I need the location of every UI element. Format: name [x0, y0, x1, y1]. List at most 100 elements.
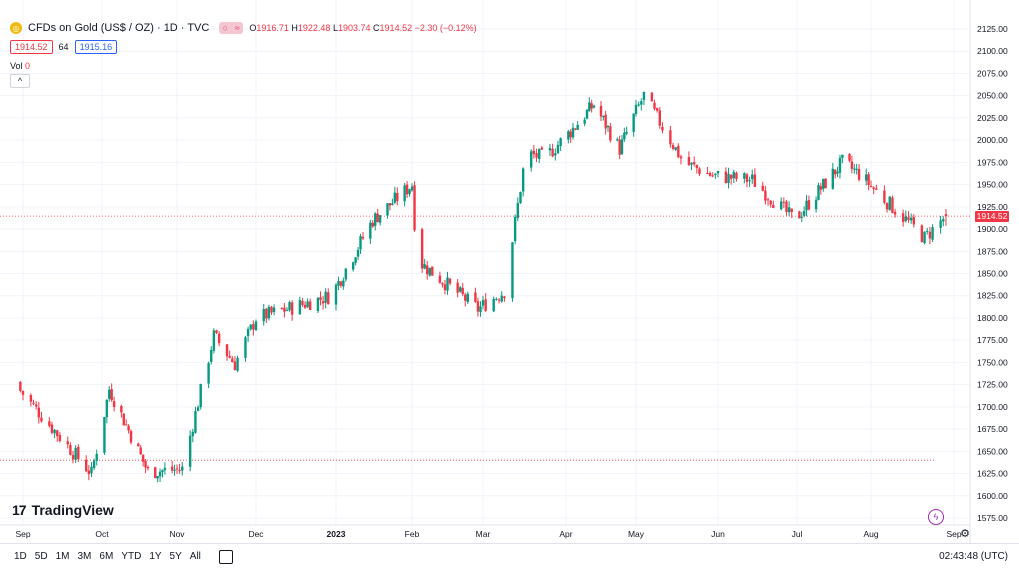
- candle-body: [625, 131, 628, 134]
- x-tick-label: Sep: [946, 529, 961, 539]
- candle-body: [288, 302, 291, 311]
- candle-body: [458, 287, 462, 292]
- y-tick-label: 1825.00: [977, 291, 1008, 301]
- y-tick-label: 2100.00: [977, 46, 1008, 56]
- candle-body: [569, 131, 572, 138]
- range-button-5d[interactable]: 5D: [34, 551, 48, 562]
- candle-body: [438, 275, 442, 283]
- candle-body: [163, 467, 167, 471]
- y-tick-label: 1800.00: [977, 313, 1008, 323]
- candle-body: [764, 190, 767, 201]
- candle-body: [875, 188, 878, 190]
- candle-body: [154, 467, 157, 478]
- logo-text: TradingView: [31, 502, 114, 518]
- candle-body: [904, 216, 908, 222]
- range-button-1m[interactable]: 1M: [55, 551, 70, 562]
- candle-body: [885, 203, 889, 210]
- candle-body: [461, 287, 464, 295]
- candle-body: [108, 389, 111, 399]
- symbol-title[interactable]: CFDs on Gold (US$ / OZ) · 1D · TVC: [28, 22, 210, 34]
- y-tick-label: 1625.00: [977, 469, 1008, 479]
- candle-body: [236, 357, 239, 371]
- candle-body: [212, 330, 216, 351]
- tradingview-logo[interactable]: 17 TradingView: [12, 502, 114, 518]
- candle-body: [869, 185, 873, 187]
- x-tick-label: May: [628, 529, 645, 539]
- candle-body: [907, 217, 910, 220]
- indicator-icon: ≈: [234, 23, 240, 33]
- candle-body: [780, 201, 783, 210]
- candle-body: [867, 174, 870, 186]
- gear-icon[interactable]: ⚙: [960, 528, 970, 540]
- candle-body: [103, 416, 106, 453]
- candle-body: [698, 168, 701, 175]
- candle-body: [112, 401, 116, 408]
- candle-body: [708, 172, 712, 176]
- collapse-legend-button[interactable]: ^: [10, 74, 30, 88]
- candle-body: [857, 168, 861, 180]
- y-tick-label: 1700.00: [977, 402, 1008, 412]
- gold-coin-icon: ◎: [10, 22, 22, 34]
- range-button-1d[interactable]: 1D: [14, 551, 27, 562]
- y-tick-label: 1900.00: [977, 224, 1008, 234]
- candle-body: [129, 430, 133, 443]
- candle-body: [354, 257, 357, 263]
- y-tick-label: 1875.00: [977, 246, 1008, 256]
- x-tick-label: Apr: [559, 529, 572, 539]
- candle-body: [124, 424, 128, 426]
- range-button-all[interactable]: All: [189, 551, 201, 562]
- candle-body: [95, 453, 98, 461]
- x-tick-label: Sep: [15, 529, 30, 539]
- range-button-1y[interactable]: 1Y: [149, 551, 162, 562]
- candle-body: [339, 281, 343, 286]
- volume-legend: Vol 0: [10, 61, 31, 71]
- candle-body: [805, 200, 808, 211]
- candle-body: [748, 180, 751, 182]
- candle-body: [369, 222, 372, 239]
- bid-ask-row: 1914.52 64 1915.16: [10, 40, 118, 54]
- candle-body: [144, 461, 147, 468]
- candle-body: [855, 168, 858, 170]
- candle-body: [410, 186, 414, 191]
- candle-body: [623, 132, 626, 140]
- flash-icon[interactable]: ϟ: [928, 509, 944, 525]
- range-buttons: 1D 5D 1M 3M 6M YTD 1Y 5Y All: [0, 551, 205, 562]
- x-tick-label: Aug: [863, 529, 878, 539]
- candle-body: [769, 200, 772, 205]
- candle-body: [653, 102, 656, 109]
- candle-body: [376, 213, 379, 223]
- candle-body: [303, 304, 307, 308]
- candle-body: [800, 216, 803, 218]
- indicators-toggle-button[interactable]: ○ ≈: [219, 22, 244, 34]
- bid-price[interactable]: 1914.52: [10, 40, 53, 54]
- spread: 64: [58, 42, 69, 52]
- utc-clock[interactable]: 02:43:48 (UTC): [939, 551, 1008, 562]
- bottom-toolbar: 1D 5D 1M 3M 6M YTD 1Y 5Y All 02:43:48 (UTC): [0, 543, 1019, 569]
- x-tick-label: Dec: [248, 529, 264, 539]
- candle-body: [761, 185, 764, 191]
- candle-body: [233, 361, 237, 371]
- candle-body: [481, 300, 485, 306]
- candle-body: [196, 407, 200, 411]
- range-button-ytd[interactable]: YTD: [121, 551, 142, 562]
- candle-body: [225, 344, 229, 357]
- range-button-3m[interactable]: 3M: [77, 551, 92, 562]
- candle-body: [497, 299, 501, 301]
- candle-body: [178, 469, 181, 471]
- candle-body: [181, 466, 184, 471]
- candle-body: [448, 278, 452, 284]
- candle-body: [669, 130, 672, 145]
- range-button-6m[interactable]: 6M: [99, 551, 114, 562]
- legend: ◎ CFDs on Gold (US$ / OZ) · 1D · TVC ○ ≈…: [10, 22, 477, 34]
- candle-body: [403, 185, 406, 202]
- candle-body: [711, 175, 714, 177]
- range-button-5y[interactable]: 5Y: [169, 551, 182, 562]
- calendar-range-icon[interactable]: [218, 549, 233, 564]
- candle-body: [632, 113, 635, 132]
- candle-body: [170, 466, 174, 471]
- candle-body: [729, 174, 733, 179]
- candle-body: [787, 207, 791, 213]
- candle-body: [50, 424, 54, 433]
- ask-price[interactable]: 1915.16: [74, 40, 118, 54]
